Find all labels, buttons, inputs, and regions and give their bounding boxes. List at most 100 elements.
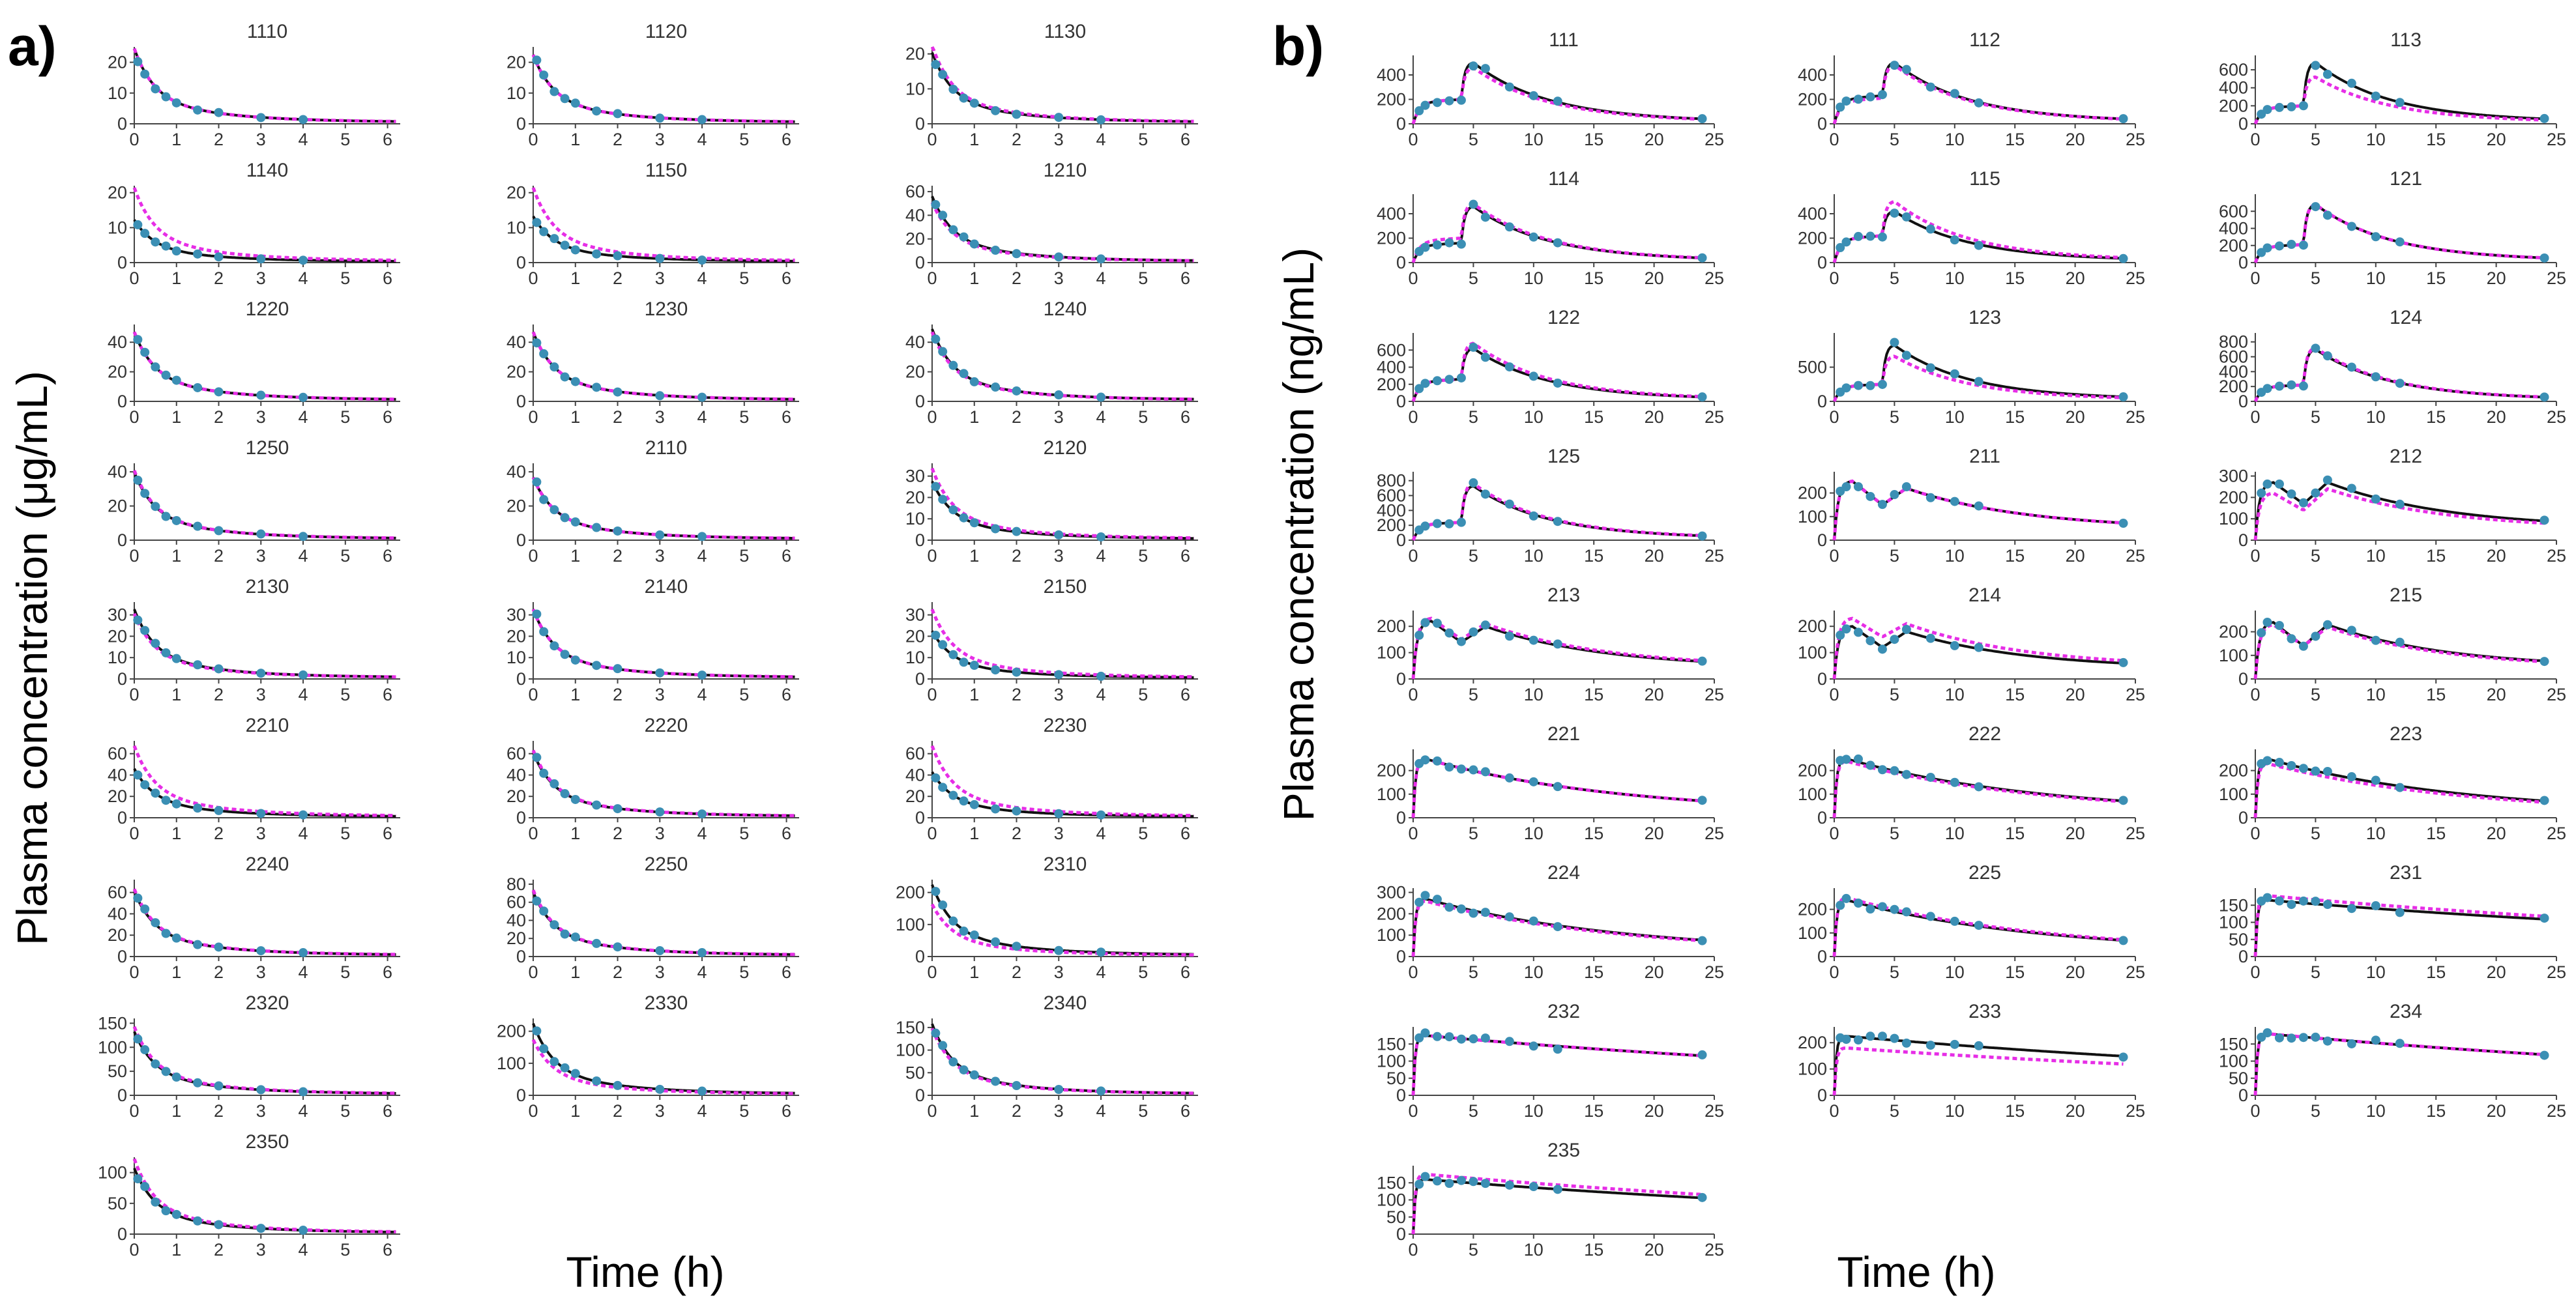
x-tick-label: 10 [1945, 407, 1965, 427]
x-tick-label: 0 [129, 546, 139, 566]
observed-point [1836, 102, 1845, 112]
subplot-title: 112 [1969, 29, 2000, 51]
y-tick-label: 0 [1396, 530, 1406, 550]
predicted-line [531, 749, 795, 818]
observed-point [959, 1065, 969, 1074]
observed-point [1414, 384, 1424, 394]
x-tick-label: 0 [129, 1101, 139, 1121]
observed-point [1877, 379, 1887, 389]
observed-point [1432, 618, 1442, 628]
y-tick-label: 400 [2219, 219, 2248, 238]
x-tick-label: 2 [214, 824, 224, 843]
x-tick-label: 5 [340, 546, 350, 566]
subplot-114: 114 0 5 10 15 20 25 0 200 400 [1377, 168, 1724, 288]
observed-point [959, 513, 969, 523]
observed-point [1853, 482, 1863, 491]
x-tick-label: 2 [214, 1101, 224, 1121]
predicted-line [132, 612, 396, 679]
observed-point [532, 338, 542, 348]
x-tick-label: 25 [2126, 962, 2145, 982]
y-tick-label: 200 [1377, 616, 1406, 636]
observed-point [1974, 98, 1983, 108]
observed-fit-line [133, 1168, 396, 1233]
observed-point [1853, 381, 1863, 390]
x-tick-label: 15 [2426, 962, 2446, 982]
observed-point [938, 783, 948, 792]
x-tick-label: 15 [1584, 962, 1603, 982]
panel-a-y-axis-label: Plasma concentration (μg/mL) [8, 371, 56, 945]
y-tick-label: 200 [1377, 375, 1406, 394]
x-tick-label: 4 [299, 130, 308, 149]
x-tick-label: 5 [340, 824, 350, 843]
subplot-title: 2320 [246, 992, 289, 1014]
x-tick-label: 20 [1645, 546, 1664, 566]
predicted-line [132, 470, 396, 540]
y-tick-label: 0 [915, 808, 925, 828]
observed-point [133, 615, 143, 625]
observed-point [1469, 1177, 1478, 1187]
x-tick-label: 15 [1584, 130, 1603, 149]
predicted-line [132, 187, 396, 262]
y-tick-label: 0 [516, 253, 526, 272]
observed-point [991, 665, 1001, 675]
subplot-title: 1250 [246, 437, 289, 459]
observed-point [133, 220, 143, 229]
subplot-title: 113 [2390, 29, 2422, 51]
observed-point [1901, 65, 1911, 74]
observed-point [1877, 1031, 1887, 1041]
x-tick-label: 15 [2426, 268, 2446, 288]
x-tick-label: 0 [1829, 546, 1839, 566]
x-tick-label: 0 [2250, 546, 2260, 566]
y-tick-label: 0 [1396, 1086, 1406, 1105]
y-tick-label: 100 [98, 1037, 127, 1057]
x-tick-label: 5 [1469, 1101, 1478, 1121]
observed-point [655, 1084, 665, 1094]
y-tick-label: 600 [1377, 340, 1406, 360]
observed-point [2322, 70, 2332, 79]
x-tick-label: 2 [1012, 824, 1021, 843]
observed-point [1553, 639, 1562, 649]
subplot-title: 2130 [246, 576, 289, 598]
x-tick-label: 0 [927, 1101, 937, 1121]
y-tick-label: 40 [905, 765, 925, 785]
y-tick-label: 80 [506, 874, 526, 894]
predicted-line [531, 187, 795, 262]
observed-point [697, 1086, 707, 1096]
y-tick-label: 100 [1798, 507, 1827, 526]
observed-point [539, 227, 549, 237]
subplot-title: 233 [1969, 1001, 2001, 1022]
subplot-211: 211 0 5 10 15 20 25 0 100 200 [1798, 446, 2145, 566]
subplot-title: 2220 [645, 715, 688, 736]
observed-point [2539, 253, 2549, 263]
observed-point [2347, 1039, 2356, 1048]
observed-point [1841, 755, 1851, 764]
observed-point [613, 387, 622, 397]
observed-point [2287, 1033, 2296, 1043]
x-tick-label: 15 [1584, 824, 1603, 843]
subplot-213: 213 0 5 10 15 20 25 0 100 200 [1377, 584, 1724, 704]
x-tick-label: 0 [1408, 685, 1418, 704]
y-tick-label: 0 [117, 253, 127, 272]
observed-point [1456, 1034, 1466, 1044]
observed-point [2322, 766, 2332, 776]
x-tick-label: 10 [2366, 268, 2386, 288]
observed-point [2539, 515, 2549, 525]
x-tick-label: 10 [1524, 268, 1544, 288]
x-tick-label: 10 [1945, 824, 1965, 843]
observed-point [1853, 231, 1863, 241]
x-tick-label: 4 [697, 962, 707, 982]
observed-point [1456, 904, 1466, 914]
x-tick-label: 5 [2311, 130, 2320, 149]
y-tick-label: 0 [117, 114, 127, 134]
y-tick-label: 150 [1377, 1034, 1406, 1054]
subplot-title: 223 [2390, 723, 2422, 745]
observed-point [1096, 810, 1106, 820]
x-tick-label: 5 [340, 268, 350, 288]
y-tick-label: 200 [1798, 1033, 1827, 1052]
y-tick-label: 0 [915, 947, 925, 966]
observed-point [1456, 637, 1466, 646]
observed-point [1866, 760, 1875, 770]
observed-point [1414, 1033, 1424, 1043]
